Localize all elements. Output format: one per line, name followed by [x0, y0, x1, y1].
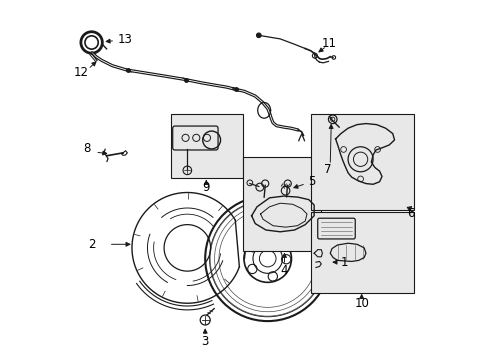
Text: 10: 10: [353, 297, 368, 310]
Text: 6: 6: [406, 207, 413, 220]
Text: 12: 12: [73, 66, 88, 79]
Text: 3: 3: [201, 335, 208, 348]
Text: 2: 2: [88, 238, 95, 251]
Text: 1: 1: [340, 256, 347, 269]
Bar: [242, 157, 321, 251]
Bar: [171, 114, 242, 178]
Text: 13: 13: [118, 33, 132, 46]
Text: 9: 9: [202, 181, 210, 194]
Bar: [310, 212, 413, 293]
Text: 11: 11: [322, 37, 336, 50]
Bar: [310, 114, 413, 210]
Text: 7: 7: [323, 163, 330, 176]
Text: 5: 5: [307, 175, 315, 188]
Text: 8: 8: [83, 142, 91, 155]
Text: 4: 4: [280, 264, 287, 276]
Circle shape: [256, 33, 261, 37]
